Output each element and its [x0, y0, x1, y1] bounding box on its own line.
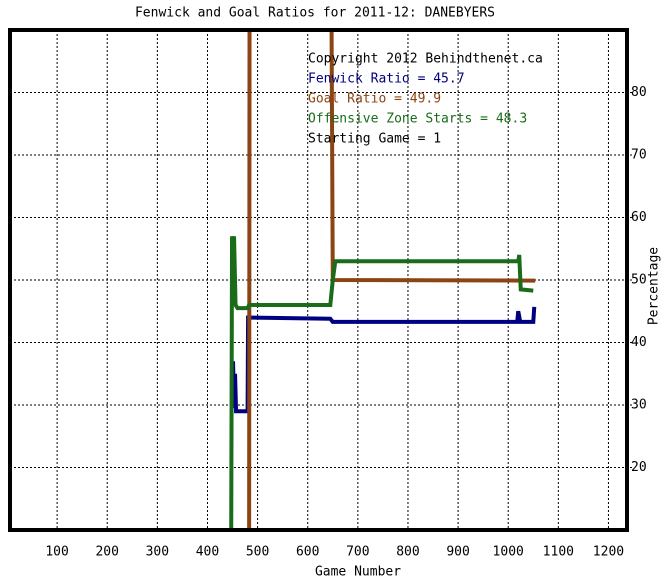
- legend: Copyright 2012 Behindthenet.ca Fenwick Ra…: [308, 52, 543, 147]
- x-tick-label: 200: [95, 545, 118, 560]
- x-tick-label: 1000: [493, 545, 524, 560]
- series-line: [231, 306, 537, 414]
- y-axis-label: Percentage: [647, 247, 662, 325]
- x-tick-label: 400: [196, 545, 219, 560]
- y-tick-label: 20: [631, 460, 647, 475]
- x-axis-label: Game Number: [315, 565, 401, 580]
- x-tick-label: 1200: [593, 545, 624, 560]
- x-tick-label: 800: [396, 545, 419, 560]
- chart-title: Fenwick and Goal Ratios for 2011-12: DAN…: [135, 6, 495, 21]
- annotation: Starting Game = 1: [308, 132, 441, 147]
- plot-lines: [229, 30, 537, 530]
- x-tick-label: 100: [45, 545, 68, 560]
- x-tick-label: 900: [446, 545, 469, 560]
- plot-frame: [8, 28, 629, 532]
- legend-entry: Fenwick Ratio = 45.7: [308, 72, 465, 87]
- y-tick-label: 40: [631, 335, 647, 350]
- legend-entry: Offensive Zone Starts = 48.3: [308, 112, 527, 127]
- x-tick-label: 1100: [543, 545, 574, 560]
- series-line: [229, 236, 534, 530]
- y-tick-label: 50: [631, 273, 647, 288]
- y-tick-label: 60: [631, 210, 647, 225]
- y-tick-label: 80: [631, 85, 647, 100]
- y-tick-label: 70: [631, 148, 647, 163]
- y-tick-label: 30: [631, 398, 647, 413]
- x-tick-label: 600: [296, 545, 319, 560]
- x-tick-label: 700: [346, 545, 369, 560]
- series-line: [247, 30, 536, 530]
- annotation: Copyright 2012 Behindthenet.ca: [308, 52, 543, 67]
- x-tick-label: 300: [146, 545, 169, 560]
- legend-entry: Goal Ratio = 49.9: [308, 92, 441, 107]
- x-tick-label: 500: [246, 545, 269, 560]
